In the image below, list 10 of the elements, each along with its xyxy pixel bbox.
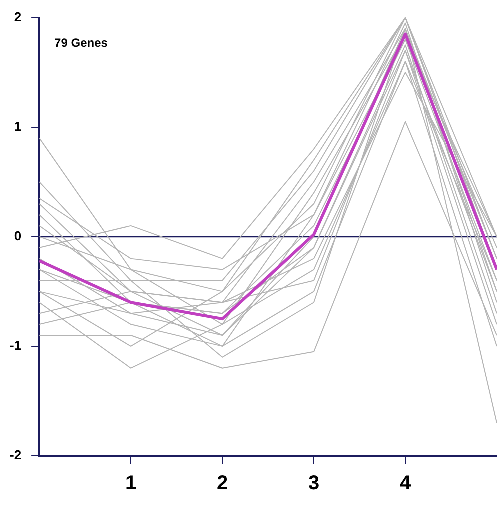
x-tick-label: 1 bbox=[125, 472, 137, 495]
y-tick-label: -1 bbox=[10, 338, 22, 354]
x-tick-label: 3 bbox=[308, 472, 320, 495]
annotation: 79 Genes bbox=[54, 36, 108, 50]
x-tick-label: 4 bbox=[400, 472, 412, 495]
x-tick-label: 2 bbox=[216, 472, 228, 495]
y-tick-label: -2 bbox=[10, 448, 22, 463]
y-tick-label: 0 bbox=[14, 228, 22, 244]
y-tick-label: 1 bbox=[14, 118, 22, 134]
y-tick-label: 2 bbox=[14, 9, 22, 24]
